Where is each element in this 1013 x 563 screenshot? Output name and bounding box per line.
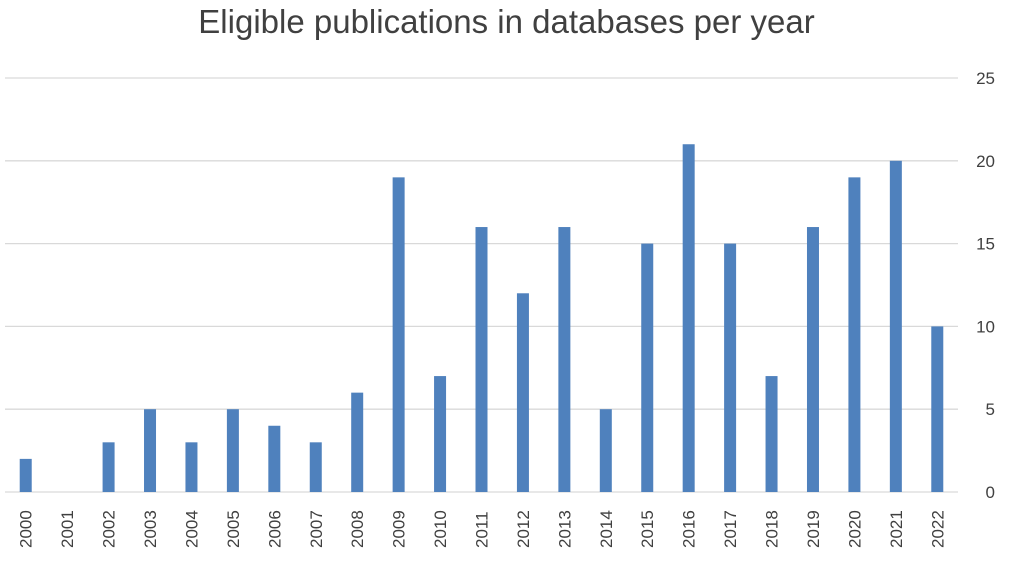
bar-2016 bbox=[682, 144, 695, 493]
y-tick-label: 15 bbox=[976, 235, 995, 254]
bar-2000 bbox=[19, 458, 32, 492]
x-tick-label: 2007 bbox=[307, 510, 326, 548]
x-tick-label: 2006 bbox=[265, 510, 284, 548]
x-tick-label: 2015 bbox=[638, 510, 657, 548]
bar-2010 bbox=[434, 376, 447, 492]
x-axis-ticks: 2000 2001 2002 2003 2004 2005 2006 2007 2008 2009… bbox=[17, 510, 948, 548]
bar-2009 bbox=[392, 177, 405, 493]
x-tick-label: 2001 bbox=[58, 510, 77, 548]
x-tick-label: 2017 bbox=[721, 510, 740, 548]
y-tick-label: 0 bbox=[986, 483, 995, 502]
bar-2022 bbox=[931, 326, 944, 492]
x-tick-label: 2021 bbox=[887, 510, 906, 548]
y-tick-label: 20 bbox=[976, 152, 995, 171]
x-tick-label: 2011 bbox=[473, 511, 492, 548]
y-tick-label: 10 bbox=[976, 317, 995, 336]
x-tick-label: 2019 bbox=[804, 510, 823, 548]
bar-2021 bbox=[889, 160, 902, 493]
bar-2005 bbox=[226, 409, 239, 492]
x-tick-label: 2004 bbox=[182, 510, 201, 548]
x-tick-label: 2003 bbox=[141, 510, 160, 548]
x-tick-label: 2014 bbox=[597, 510, 616, 548]
y-axis-ticks: 0 5 10 15 20 25 bbox=[976, 69, 995, 502]
x-tick-label: 2008 bbox=[348, 510, 367, 548]
bar-2020 bbox=[848, 177, 861, 493]
x-tick-label: 2010 bbox=[431, 510, 450, 548]
x-tick-label: 2020 bbox=[845, 510, 864, 548]
x-tick-label: 2022 bbox=[928, 510, 947, 548]
x-tick-label: 2012 bbox=[514, 510, 533, 548]
bar-2003 bbox=[144, 409, 157, 492]
bar-2019 bbox=[806, 227, 819, 493]
x-tick-label: 2016 bbox=[680, 510, 699, 548]
bar-2017 bbox=[724, 243, 737, 492]
x-tick-label: 2005 bbox=[224, 510, 243, 548]
bar-2002 bbox=[102, 442, 115, 492]
bar-2004 bbox=[185, 442, 198, 492]
x-tick-label: 2002 bbox=[100, 510, 119, 548]
bar-2018 bbox=[765, 376, 778, 492]
bar-2006 bbox=[268, 425, 281, 492]
x-tick-label: 2000 bbox=[17, 510, 36, 548]
bar-2015 bbox=[641, 243, 654, 492]
x-tick-label: 2018 bbox=[763, 510, 782, 548]
chart-title: Eligible publications in databases per y… bbox=[198, 3, 815, 40]
bar-2011 bbox=[475, 227, 488, 493]
bar-2008 bbox=[351, 392, 364, 492]
bar-2014 bbox=[599, 409, 612, 492]
bar-2012 bbox=[516, 293, 529, 492]
x-tick-label: 2013 bbox=[555, 510, 574, 548]
x-tick-label: 2009 bbox=[390, 510, 409, 548]
bar-2013 bbox=[558, 227, 571, 493]
y-tick-label: 5 bbox=[986, 400, 995, 419]
bars bbox=[19, 144, 944, 493]
bar-2007 bbox=[309, 442, 322, 492]
y-tick-label: 25 bbox=[976, 69, 995, 88]
